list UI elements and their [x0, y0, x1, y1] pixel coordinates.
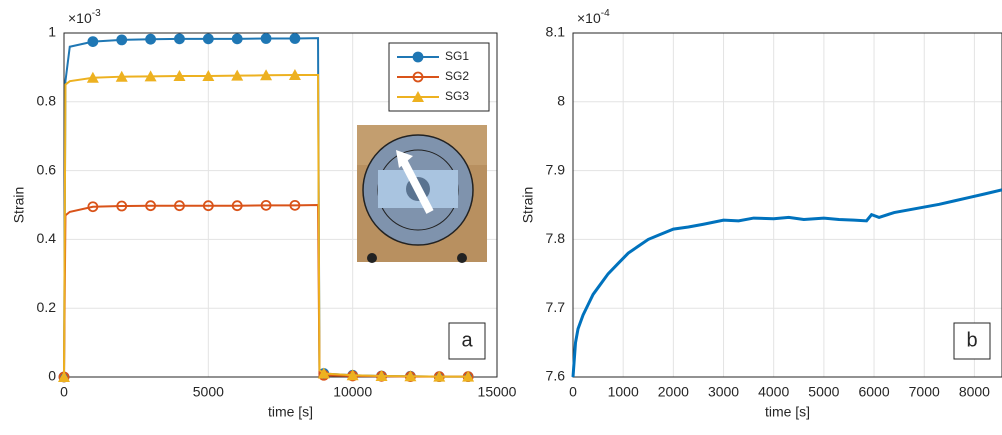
x-tick-label: 5000 [808, 384, 839, 400]
marker [174, 33, 185, 45]
x-tick-label: 8000 [959, 384, 990, 400]
marker [260, 199, 272, 211]
y-tick-label: 7.7 [546, 299, 566, 315]
y-scale-base: ×10 [68, 10, 92, 26]
marker [173, 70, 186, 81]
x-tick-label: 15000 [478, 384, 517, 400]
y-scale: ×10-3 [68, 8, 101, 26]
x-tick-label: 0 [569, 384, 577, 400]
y-tick-label: 0 [48, 368, 56, 384]
marker [116, 200, 128, 212]
x-tick-label: 1000 [608, 384, 639, 400]
marker [462, 370, 475, 382]
marker [145, 33, 157, 45]
legend-label: SG3 [445, 89, 469, 103]
x-tick-label: 4000 [758, 384, 789, 400]
y-tick-label: 7.8 [546, 230, 566, 246]
series-line [571, 188, 1002, 378]
plot-frame [572, 32, 1002, 378]
marker [231, 33, 243, 45]
y-tick-label: 0.2 [37, 299, 57, 315]
marker [231, 69, 244, 81]
panel-label: b [966, 329, 977, 351]
x-tick-label: 2000 [658, 384, 689, 400]
panel-label-box [448, 322, 486, 360]
x-tick-label: 0 [60, 384, 68, 400]
x-tick-label: 5000 [193, 384, 224, 400]
x-tick-label: 7000 [909, 384, 940, 400]
x-tick-label: 10000 [333, 384, 372, 400]
marker [231, 200, 243, 212]
marker [260, 33, 272, 44]
marker [87, 36, 99, 47]
marker [346, 369, 359, 381]
marker [86, 71, 99, 83]
marker [289, 33, 301, 44]
y-scale-base: ×10 [577, 10, 601, 26]
x-tick-label: 3000 [708, 384, 739, 400]
marker [145, 200, 157, 212]
marker [317, 367, 330, 379]
marker [412, 51, 424, 63]
inset-photo [357, 125, 487, 263]
marker [289, 199, 301, 211]
marker [404, 370, 417, 382]
y-tick-label: 0.8 [37, 93, 57, 109]
panel-label-box [953, 322, 991, 360]
panel-label: a [461, 329, 473, 351]
y-tick-label: 0.6 [37, 161, 57, 177]
y-scale-exponent: -3 [92, 8, 101, 19]
y-scale: ×10-4 [577, 8, 610, 26]
y-tick-label: 7.6 [546, 368, 566, 384]
marker [202, 70, 215, 81]
marker [260, 69, 273, 81]
y-tick-label: 7.9 [546, 161, 566, 177]
marker [87, 201, 99, 213]
marker [174, 200, 185, 212]
y-tick-label: 8.1 [546, 24, 566, 40]
marker [58, 371, 70, 382]
legend-label: SG2 [445, 69, 469, 83]
x-axis-label: time [s] [765, 404, 810, 420]
y-scale-exponent: -4 [601, 8, 610, 19]
x-tick-label: 6000 [858, 384, 889, 400]
marker [288, 68, 301, 80]
x-axis-label: time [s] [268, 404, 313, 420]
marker [433, 370, 446, 382]
marker [144, 70, 157, 82]
y-axis-label: Strain [11, 187, 27, 224]
marker [115, 70, 128, 82]
y-tick-label: 1 [48, 24, 56, 40]
marker [375, 369, 388, 381]
y-axis-label: Strain [520, 187, 536, 224]
marker [116, 34, 128, 46]
marker [202, 200, 214, 212]
y-tick-label: 0.4 [37, 230, 57, 246]
marker [412, 71, 424, 83]
legend-label: SG1 [445, 49, 469, 63]
y-tick-label: 8 [557, 93, 565, 109]
marker [202, 33, 214, 45]
marker [412, 91, 424, 102]
